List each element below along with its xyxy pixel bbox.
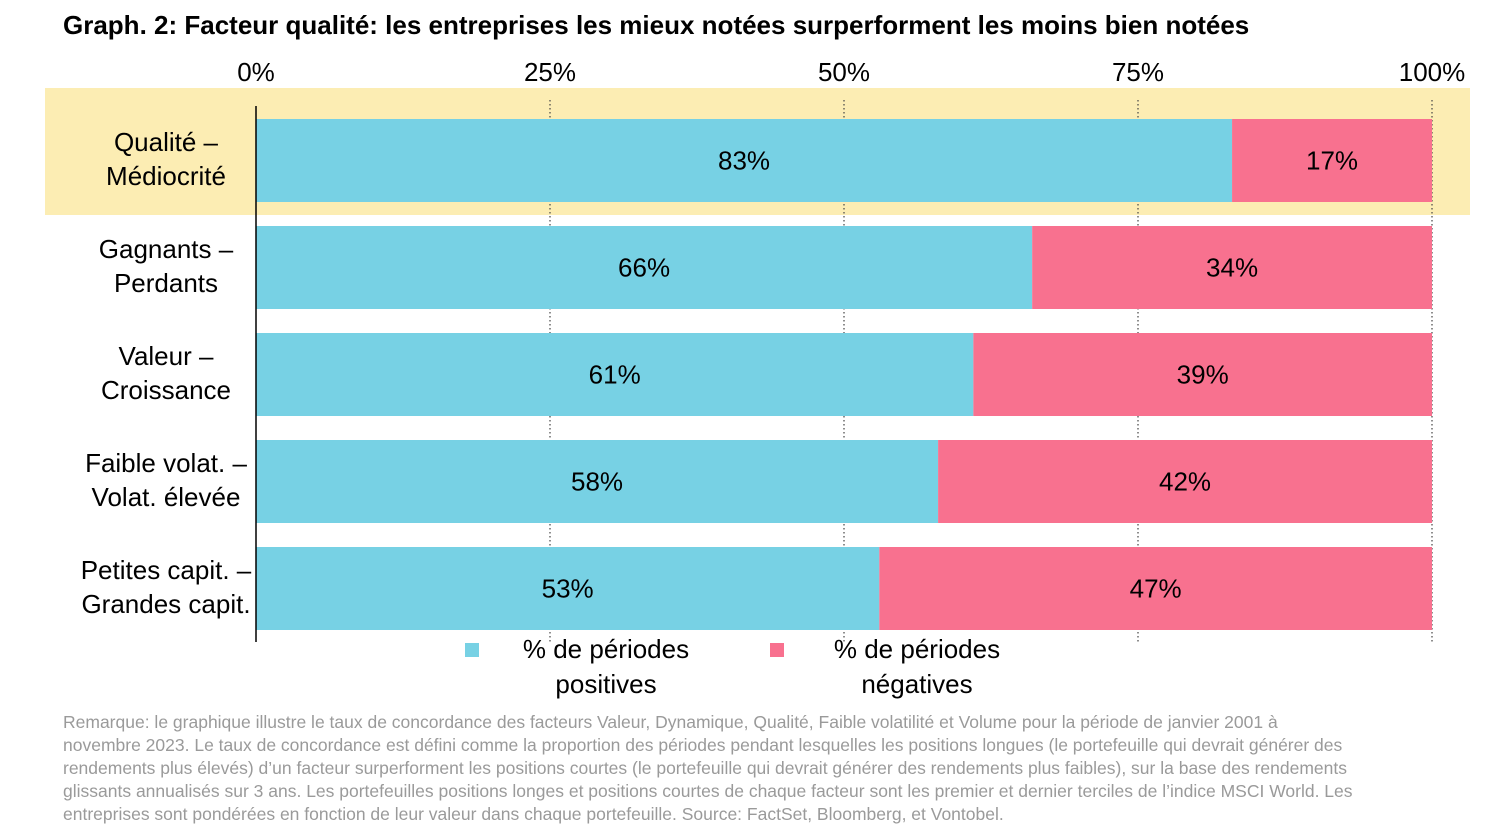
x-tick-label: 75% [1112,57,1164,87]
category-label: Faible volat. – [85,448,247,478]
data-label: 58% [571,467,623,497]
bar-segment [256,333,974,416]
legend-swatch [465,643,479,657]
footnote-line: Remarque: le graphique illustre le taux … [63,712,1278,732]
category-label: Gagnants – [99,234,234,264]
bar-segment [973,333,1432,416]
data-label: 61% [589,360,641,390]
data-label: 53% [542,574,594,604]
footnote-line: rendements plus élevés) d’un facteur sur… [63,758,1348,778]
category-label: Petites capit. – [81,555,252,585]
data-label: 83% [718,146,770,176]
category-label: Médiocrité [106,161,226,191]
bar-segment [1232,119,1432,202]
bar-segment [256,226,1033,309]
x-tick-label: 25% [524,57,576,87]
category-label: Qualité – [114,127,219,157]
legend-label: positives [555,669,656,699]
data-label: 39% [1177,360,1229,390]
footnote-line: glissants annualisés sur 3 ans. Les port… [63,781,1353,801]
bar-segment [256,440,939,523]
bar-segment [256,119,1233,202]
category-label: Valeur – [119,341,214,371]
bar-segment [256,547,880,630]
category-label: Grandes capit. [81,589,250,619]
chart-title: Graph. 2: Facteur qualité: les entrepris… [63,10,1250,40]
footnote-line: entreprises sont pondérées en fonction d… [63,804,1004,824]
category-label: Perdants [114,268,218,298]
data-label: 34% [1206,253,1258,283]
data-label: 17% [1306,146,1358,176]
x-tick-label: 50% [818,57,870,87]
data-label: 66% [618,253,670,283]
data-label: 42% [1159,467,1211,497]
bar-segment [1032,226,1432,309]
bar-segment [879,547,1432,630]
bar-segment [938,440,1432,523]
legend-swatch [770,643,784,657]
legend-label: négatives [861,669,972,699]
x-tick-label: 0% [237,57,275,87]
legend-label: % de périodes [523,634,689,664]
category-label: Croissance [101,375,231,405]
footnote: Remarque: le graphique illustre le taux … [63,711,1493,826]
footnote-line: novembre 2023. Le taux de concordance es… [63,735,1343,755]
legend-label: % de périodes [834,634,1000,664]
x-tick-label: 100% [1399,57,1466,87]
category-label: Volat. élevée [92,482,241,512]
data-label: 47% [1130,574,1182,604]
